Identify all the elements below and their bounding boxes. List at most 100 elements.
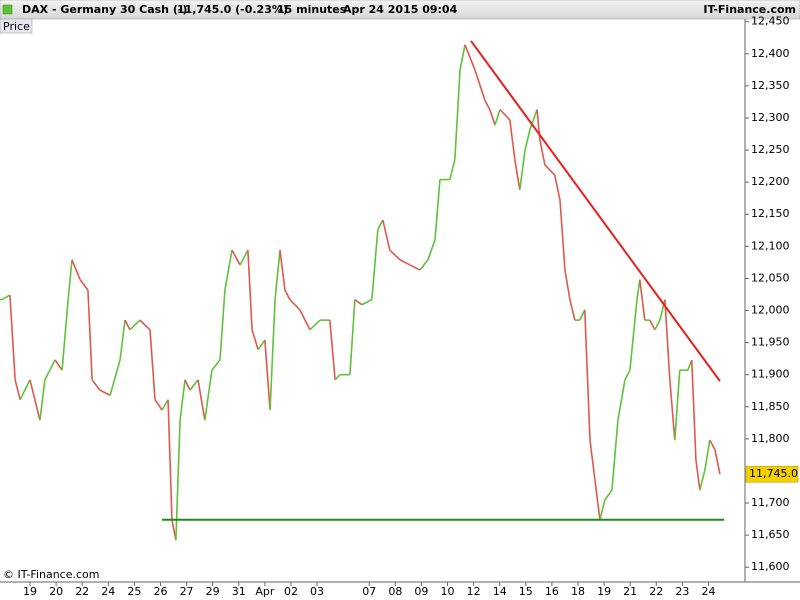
price-segment (544, 164, 556, 176)
price-segment (289, 299, 301, 311)
x-tick-label: 26 (153, 585, 167, 598)
x-tick-label: 09 (414, 585, 428, 598)
price-segment (464, 44, 476, 71)
x-tick-label: 02 (284, 585, 298, 598)
y-tick-label: 12,400 (751, 47, 790, 60)
last-price-label: 11,745.0 (749, 467, 798, 480)
y-tick-label: 11,800 (751, 432, 790, 445)
price-segment (149, 329, 156, 400)
y-tick-label: 11,900 (751, 368, 790, 381)
x-tick-label: 20 (49, 585, 63, 598)
price-segment (579, 309, 586, 321)
x-tick-label: 29 (206, 585, 220, 598)
price-segment (61, 299, 69, 371)
y-tick-label: 11,850 (751, 400, 790, 413)
price-segment (636, 279, 641, 300)
price-segment (509, 119, 516, 160)
price-segment (514, 159, 521, 190)
header-bar (0, 0, 800, 20)
price-segment (434, 179, 441, 240)
axis-tag: Price (3, 20, 30, 33)
price-segment (371, 229, 379, 300)
x-tick-label: 23 (675, 585, 689, 598)
price-segment (664, 299, 671, 380)
price-segment (231, 249, 241, 266)
price-segment (99, 389, 111, 396)
y-tick-label: 12,350 (751, 79, 790, 92)
price-segment (569, 299, 576, 321)
price-segment (309, 319, 321, 331)
x-tick-label: 03 (310, 585, 324, 598)
price-segment (617, 379, 626, 421)
price-segment (674, 370, 681, 441)
price-segment (704, 440, 711, 471)
price-segment (299, 309, 311, 331)
x-tick-label: 19 (597, 585, 611, 598)
price-segment (529, 109, 538, 130)
price-segment (91, 379, 101, 391)
price-segment (329, 320, 336, 380)
price-segment (219, 289, 226, 360)
price-segment (484, 99, 491, 110)
price-segment (184, 379, 191, 391)
y-tick-label: 12,450 (751, 15, 790, 28)
timestamp: Apr 24 2015 09:04 (343, 3, 458, 16)
x-tick-label: 24 (701, 585, 715, 598)
x-tick-label: 16 (545, 585, 559, 598)
y-tick-label: 11,650 (751, 528, 790, 541)
last-quote: 11,745.0 (-0.23%) (177, 3, 288, 16)
price-segment (611, 420, 619, 491)
price-segment (474, 69, 486, 101)
x-tick-label: 31 (232, 585, 246, 598)
y-tick-label: 12,150 (751, 207, 790, 220)
price-segment (269, 299, 276, 411)
price-segment (589, 440, 596, 481)
trendline (470, 40, 721, 382)
price-segment (274, 250, 281, 300)
last-price-box (745, 465, 799, 483)
x-tick-label: 15 (519, 585, 533, 598)
price-segment (539, 139, 546, 165)
price-segment (87, 289, 93, 380)
price-segment (44, 359, 56, 381)
price-segment (251, 329, 259, 350)
x-tick-label: 12 (467, 585, 481, 598)
price-segment (349, 299, 356, 375)
chart-icon (2, 4, 13, 15)
price-segment (67, 259, 73, 300)
price-segment (377, 219, 384, 231)
price-segment (629, 299, 638, 371)
price-segment (399, 259, 411, 266)
y-tick-label: 11,700 (751, 496, 790, 509)
price-segment (649, 319, 656, 331)
price-segment (524, 129, 531, 151)
price-segment (389, 249, 401, 261)
x-tick-label: 10 (441, 585, 455, 598)
price-segment (54, 359, 63, 371)
price-segment (167, 399, 173, 520)
price-segment (361, 298, 373, 306)
x-tick-label: 19 (23, 585, 37, 598)
price-segment (624, 369, 631, 381)
price-segment (454, 69, 461, 160)
price-segment (247, 250, 253, 330)
price-segment (714, 449, 721, 475)
price-segment (699, 470, 706, 491)
price-segment (594, 479, 601, 520)
axis-tag-box (0, 18, 33, 34)
price-segment (211, 359, 221, 371)
price-segment (494, 109, 501, 126)
price-segment (161, 399, 169, 411)
price-segment (39, 379, 46, 421)
price-segment (9, 295, 16, 380)
price-segment (264, 339, 271, 411)
price-segment (599, 499, 606, 520)
price-segment (29, 379, 41, 421)
x-tick-label: Apr (255, 585, 275, 598)
price-segment (224, 250, 233, 291)
price-segment (459, 44, 466, 70)
x-tick-label: 25 (127, 585, 141, 598)
price-segment (139, 319, 151, 331)
price-segment (119, 320, 126, 361)
